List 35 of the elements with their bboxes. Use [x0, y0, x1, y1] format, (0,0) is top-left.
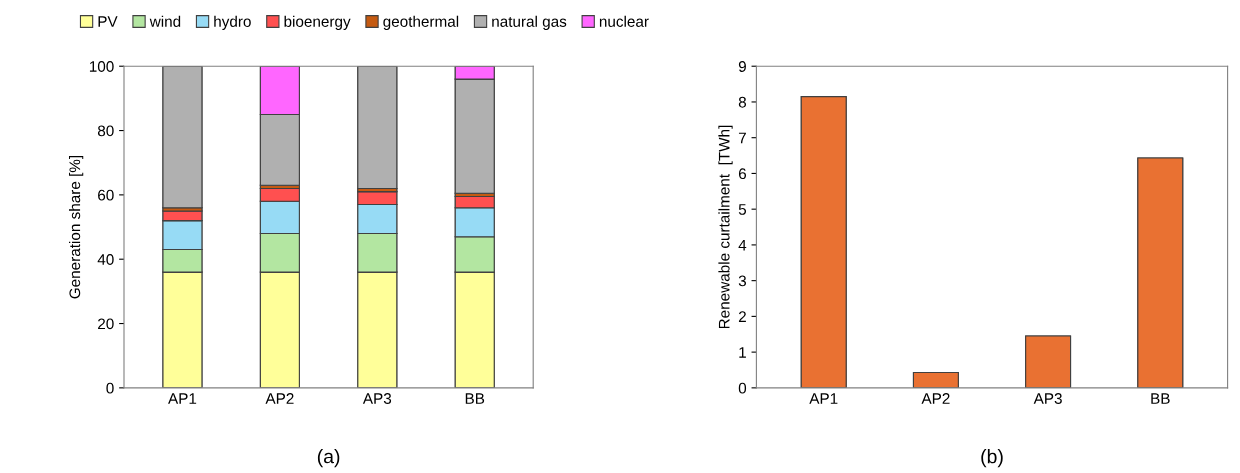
x-tick-label: AP2	[265, 393, 294, 404]
y-tick-label: 3	[738, 275, 747, 287]
y-tick-label: 5	[738, 204, 747, 215]
legend-label: wind	[149, 15, 181, 27]
y-tick-label: 8	[738, 96, 747, 108]
x-tick-label: AP3	[1033, 393, 1062, 404]
y-tick-label: 60	[98, 189, 114, 201]
x-tick-label: AP1	[809, 393, 838, 404]
y-tick-label: 9	[738, 61, 746, 72]
y-tick-label: 40	[97, 254, 114, 265]
x-tick-label: BB	[1151, 393, 1170, 404]
y-tick-label: 4	[738, 239, 747, 251]
legend-label: hydro	[214, 15, 251, 30]
text: (a)	[317, 449, 340, 468]
y-axis-title: Renewable curtailment [TWh]	[718, 125, 733, 329]
x-tick-label: BB	[465, 393, 485, 404]
y-tick-label: 7	[738, 132, 746, 144]
y-tick-label: 1	[739, 347, 746, 358]
y-tick-label: 100	[89, 61, 114, 72]
legend-label: nuclear	[599, 15, 649, 27]
y-tick-label: 20	[98, 318, 114, 330]
y-tick-label: 0	[738, 382, 747, 394]
text: (b)	[981, 449, 1003, 468]
x-tick-label: AP1	[168, 393, 197, 404]
legend-label: natural gas	[492, 15, 567, 30]
legend-label: PV	[98, 16, 118, 27]
y-tick-label: 6	[738, 168, 747, 180]
y-tick-label: 80	[97, 125, 114, 137]
legend-label: bioenergy	[284, 15, 351, 30]
x-tick-label: AP2	[921, 393, 950, 404]
y-axis-title: Generation share [%]	[68, 155, 84, 299]
y-tick-label: 0	[106, 382, 114, 394]
legend-label: geothermal	[383, 15, 459, 30]
x-tick-label: AP3	[362, 393, 392, 404]
y-tick-label: 2	[738, 311, 746, 322]
